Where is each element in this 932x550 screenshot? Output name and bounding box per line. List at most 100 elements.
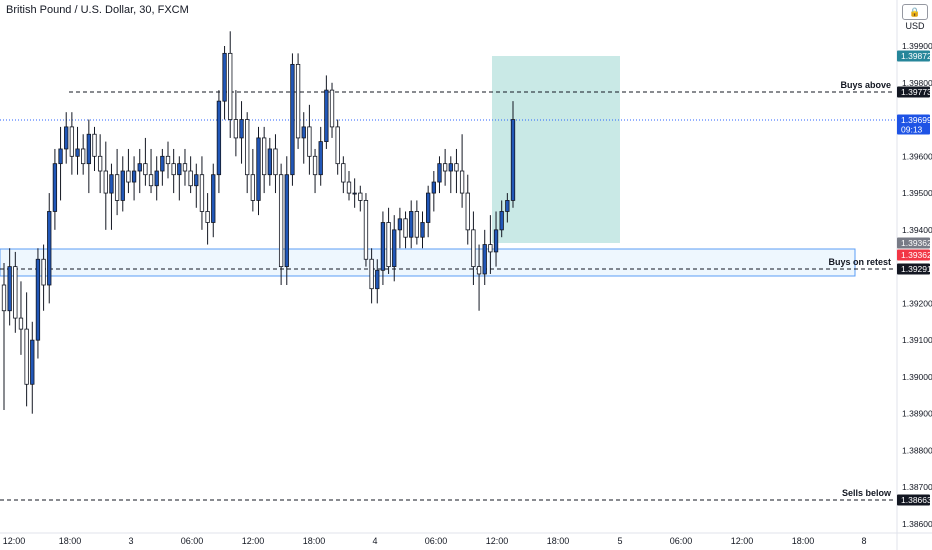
price-tag-label: 1.39291 (901, 264, 932, 274)
candle (131, 170, 137, 183)
candle (126, 170, 131, 183)
lock-icon: 🔒 (909, 7, 921, 17)
candle (233, 119, 239, 139)
candle (154, 170, 159, 187)
x-tick-label: 06:00 (181, 536, 204, 546)
candle (35, 258, 41, 341)
candle (290, 63, 295, 176)
price-tag (897, 86, 930, 98)
candle (171, 163, 176, 176)
candle (199, 174, 205, 212)
level-label: Buys above (840, 80, 891, 90)
candle (205, 211, 210, 223)
candle (442, 163, 448, 172)
candle (120, 170, 125, 201)
y-tick-label: 1.39600 (902, 151, 932, 161)
candle (165, 155, 171, 165)
y-tick-label: 1.39100 (902, 335, 932, 345)
y-tick-label: 1.39000 (902, 372, 932, 382)
candle (420, 222, 425, 238)
candle (216, 100, 222, 176)
candle (256, 137, 261, 201)
price-tag-label: 1.39773 (901, 87, 932, 97)
candle (92, 133, 97, 157)
x-tick-label: 5 (617, 536, 622, 546)
candle (284, 174, 289, 268)
x-tick-label: 12:00 (486, 536, 509, 546)
candle (137, 163, 142, 172)
level-label: Buys on retest (828, 257, 891, 267)
countdown-label: 09:13 (901, 125, 923, 135)
candle (352, 192, 357, 195)
x-tick-label: 18:00 (59, 536, 82, 546)
candle (188, 170, 193, 187)
candle (397, 218, 403, 231)
candle (148, 174, 154, 187)
x-tick-label: 06:00 (670, 536, 693, 546)
candle (295, 63, 301, 139)
price-tag-label: 1.38663 (901, 495, 932, 505)
candle (211, 174, 216, 223)
price-tag-label: 1.39362 (901, 250, 932, 260)
candle (392, 229, 397, 268)
candle (409, 211, 414, 238)
chart-title: British Pound / U.S. Dollar, 30, FXCM (6, 4, 189, 16)
candle (329, 89, 335, 128)
y-tick-label: 1.39800 (902, 78, 932, 88)
candle (273, 148, 278, 176)
candle (250, 174, 255, 201)
y-tick-label: 1.38700 (902, 482, 932, 492)
candle (488, 244, 493, 253)
candle (30, 339, 35, 385)
candle (245, 119, 250, 176)
price-tag (897, 494, 930, 506)
candle (431, 181, 436, 194)
candle (81, 148, 86, 165)
candle (375, 269, 380, 290)
y-tick-label: 1.38600 (902, 519, 932, 529)
candle (454, 163, 459, 172)
candle (177, 163, 182, 176)
x-tick-label: 12:00 (731, 536, 754, 546)
candle (86, 133, 91, 165)
x-tick-label: 12:00 (3, 536, 26, 546)
candle (13, 266, 18, 319)
candle (341, 163, 346, 183)
candle (109, 174, 114, 194)
x-tick-label: 8 (861, 536, 866, 546)
candle (278, 174, 284, 268)
candle (476, 266, 482, 275)
candle (143, 163, 148, 176)
y-tick-label: 1.39400 (902, 225, 932, 235)
candle (160, 155, 165, 172)
candle (41, 258, 46, 286)
candle (267, 148, 272, 176)
candle (97, 155, 103, 172)
y-tick-label: 1.39200 (902, 298, 932, 308)
candle (312, 155, 318, 176)
candle (510, 119, 516, 201)
candle (459, 170, 465, 194)
candle (69, 126, 75, 157)
x-tick-label: 12:00 (242, 536, 265, 546)
y-tick-label: 1.39900 (902, 41, 932, 51)
candle (493, 229, 499, 253)
price-tag (897, 114, 930, 135)
y-tick-label: 1.39500 (902, 188, 932, 198)
x-tick-label: 18:00 (547, 536, 570, 546)
candle (505, 200, 510, 212)
candle (380, 222, 386, 271)
candle (1, 284, 7, 312)
candle (324, 89, 329, 142)
currency-button[interactable]: 🔒USD (902, 4, 928, 31)
candle (403, 218, 408, 238)
candle (358, 192, 363, 201)
candle (482, 244, 487, 275)
candle (7, 266, 12, 312)
candle (301, 126, 306, 139)
candle (64, 126, 69, 150)
candle (335, 126, 340, 165)
y-tick-label: 1.38800 (902, 445, 932, 455)
candle (103, 170, 108, 194)
